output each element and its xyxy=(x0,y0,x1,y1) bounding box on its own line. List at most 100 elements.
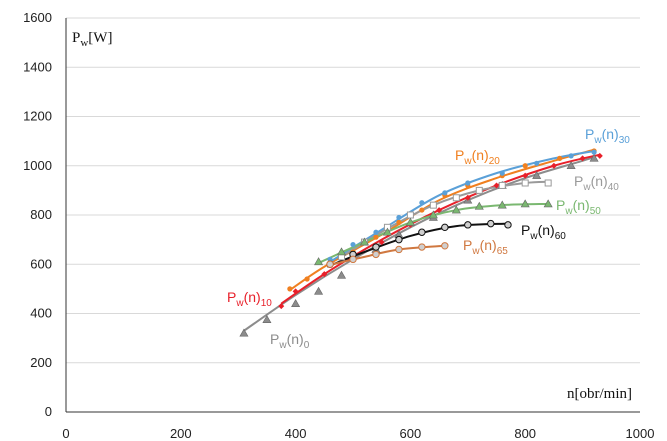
gridlines xyxy=(66,17,640,364)
data-point-pw-n-40 xyxy=(429,201,437,209)
data-point-pw-n-0 xyxy=(239,328,249,337)
data-point-pw-n-40 xyxy=(452,194,460,202)
data-point-pw-n-10 xyxy=(464,194,471,201)
data-point-pw-n-0 xyxy=(314,286,324,295)
data-point-pw-n-60 xyxy=(395,235,403,244)
data-point-pw-n-40 xyxy=(521,179,529,187)
data-point-pw-n-0 xyxy=(291,299,301,307)
data-point-pw-n-60 xyxy=(372,243,380,251)
data-point-pw-n-10 xyxy=(278,303,285,310)
data-point-pw-n-0 xyxy=(337,270,347,279)
data-point-pw-n-65 xyxy=(418,243,426,251)
data-point-pw-n-50 xyxy=(451,205,461,214)
data-point-pw-n-30 xyxy=(591,149,597,155)
y-tick-label: 600 xyxy=(30,256,52,271)
data-point-pw-n-30 xyxy=(499,170,505,176)
data-point-pw-n-10 xyxy=(596,152,603,159)
data-point-pw-n-30 xyxy=(327,256,333,262)
x-tick-label: 400 xyxy=(285,426,307,441)
series-labels: Pw(n)0 Pw(n)10 Pw(n)20 Pw(n)30 Pw(n)40 Pw(n)5… xyxy=(227,126,630,351)
data-point-pw-n-50 xyxy=(543,199,553,208)
data-point-pw-n-10 xyxy=(436,207,443,214)
data-point-pw-n-50 xyxy=(520,199,530,208)
y-tick-label: 1400 xyxy=(23,59,52,74)
data-point-pw-n-65 xyxy=(441,242,449,250)
data-point-pw-n-10 xyxy=(522,172,529,179)
data-point-pw-n-50 xyxy=(382,227,392,236)
data-point-pw-n-30 xyxy=(465,180,471,186)
data-point-pw-n-50 xyxy=(359,237,369,246)
y-tick-label: 0 xyxy=(45,404,52,419)
y-axis-title: Pw[W] xyxy=(72,30,112,49)
data-point-pw-n-10 xyxy=(292,288,299,295)
x-axis-title: n[obr/min] xyxy=(567,386,632,402)
series-label-pw-n-0: Pw(n)0 xyxy=(270,331,310,351)
y-tick-label: 1200 xyxy=(23,109,52,124)
data-point-pw-n-20 xyxy=(522,163,528,169)
series-label-pw-n-30: Pw(n)30 xyxy=(585,126,630,146)
series-label-pw-n-40: Pw(n)40 xyxy=(574,173,619,193)
data-point-pw-n-65 xyxy=(349,255,357,264)
data-point-pw-n-65 xyxy=(395,245,403,254)
series-label-pw-n-10: Pw(n)10 xyxy=(227,289,272,309)
data-point-pw-n-65 xyxy=(372,250,380,259)
data-point-pw-n-10 xyxy=(550,162,557,169)
data-point-pw-n-30 xyxy=(350,241,356,248)
data-point-pw-n-30 xyxy=(568,153,574,159)
data-point-pw-n-50 xyxy=(337,247,347,256)
data-point-pw-n-50 xyxy=(497,200,507,209)
data-point-pw-n-65 xyxy=(326,260,334,268)
data-point-pw-n-60 xyxy=(504,221,512,229)
data-point-pw-n-60 xyxy=(487,219,495,228)
data-point-pw-n-20 xyxy=(373,234,379,240)
x-tick-label: 200 xyxy=(170,426,192,441)
data-point-pw-n-30 xyxy=(373,229,379,235)
x-tick-label: 600 xyxy=(400,426,422,441)
data-point-pw-n-60 xyxy=(418,228,426,236)
x-tick-labels: 0 200 400 600 800 1000 xyxy=(62,426,654,441)
y-tick-label: 400 xyxy=(30,306,52,321)
data-markers xyxy=(239,148,603,337)
y-tick-label: 1000 xyxy=(23,158,52,173)
data-point-pw-n-40 xyxy=(475,186,483,194)
data-point-pw-n-50 xyxy=(474,201,484,210)
data-point-pw-n-30 xyxy=(534,160,540,166)
data-point-pw-n-30 xyxy=(396,214,402,221)
data-point-pw-n-60 xyxy=(441,223,449,232)
data-point-pw-n-40 xyxy=(498,181,506,189)
data-point-pw-n-50 xyxy=(314,257,324,266)
data-point-pw-n-20 xyxy=(419,207,425,213)
series-label-pw-n-60: Pw(n)60 xyxy=(521,222,566,242)
y-tick-label: 800 xyxy=(30,207,52,222)
data-point-pw-n-20 xyxy=(557,155,563,161)
series-label-pw-n-50: Pw(n)50 xyxy=(556,197,601,217)
data-point-pw-n-50 xyxy=(428,210,438,219)
x-tick-label: 0 xyxy=(62,426,69,441)
data-point-pw-n-50 xyxy=(405,217,415,226)
data-point-pw-n-10 xyxy=(493,182,500,189)
data-point-pw-n-20 xyxy=(304,276,310,282)
x-tick-label: 800 xyxy=(514,426,536,441)
data-point-pw-n-30 xyxy=(419,200,425,206)
data-point-pw-n-0 xyxy=(532,170,542,179)
series-label-pw-n-20: Pw(n)20 xyxy=(455,147,500,167)
series-label-pw-n-65: Pw(n)65 xyxy=(463,237,508,257)
trend-line-pw-n-20 xyxy=(289,148,595,291)
axes xyxy=(65,18,640,413)
y-tick-labels: 0 200 400 600 800 1000 1200 1400 1600 xyxy=(23,10,52,419)
data-point-pw-n-10 xyxy=(321,271,328,278)
data-point-pw-n-10 xyxy=(378,239,385,246)
data-point-pw-n-30 xyxy=(442,190,448,196)
data-point-pw-n-10 xyxy=(579,155,586,162)
x-tick-label: 1000 xyxy=(626,426,655,441)
data-point-pw-n-40 xyxy=(406,211,414,219)
y-tick-label: 1600 xyxy=(23,10,52,25)
data-point-pw-n-40 xyxy=(544,179,552,187)
data-point-pw-n-60 xyxy=(464,221,472,229)
data-point-pw-n-0 xyxy=(566,161,576,170)
y-tick-label: 200 xyxy=(30,355,52,370)
data-point-pw-n-20 xyxy=(396,219,402,225)
data-point-pw-n-0 xyxy=(589,153,599,162)
data-point-pw-n-20 xyxy=(287,286,293,292)
